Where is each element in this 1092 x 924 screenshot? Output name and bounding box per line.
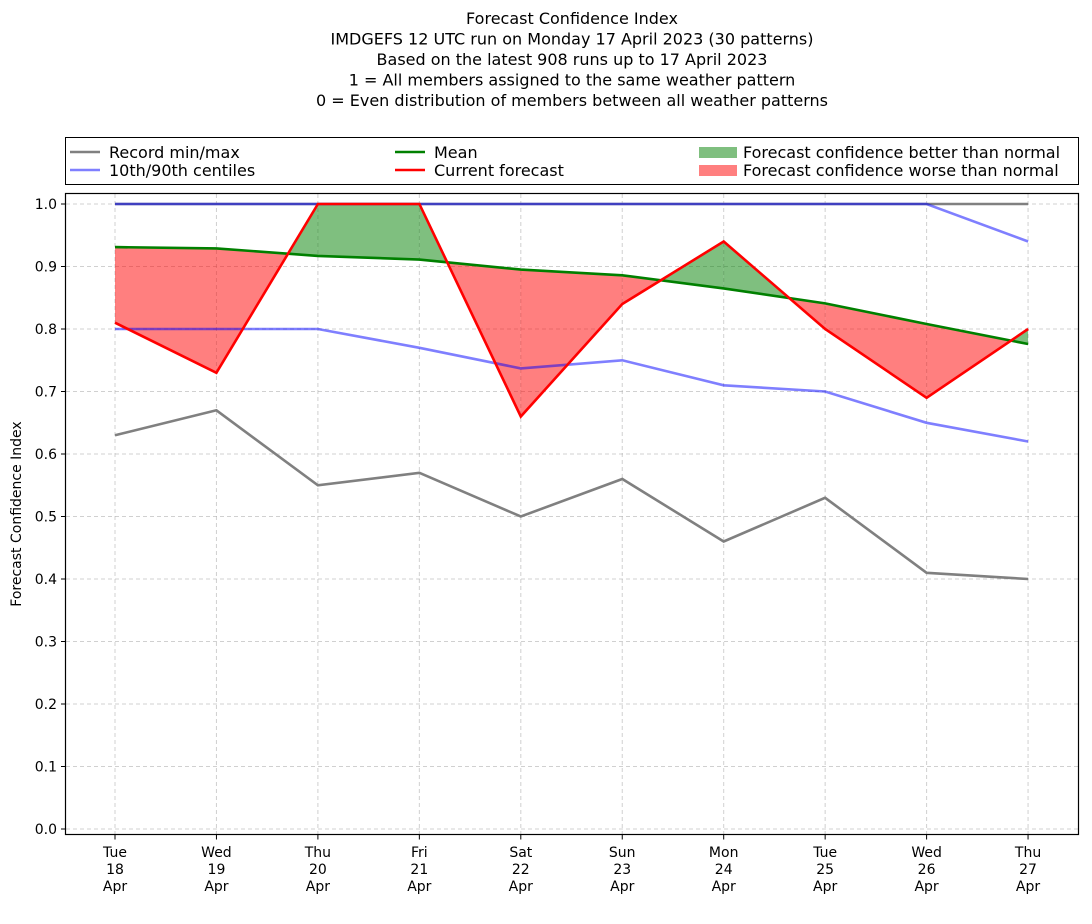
x-tick-label: 23	[613, 862, 631, 878]
fill-worse-than-normal	[115, 247, 217, 373]
x-tick-label: 19	[208, 862, 226, 878]
x-tick-label: Wed	[201, 845, 232, 861]
x-tick-label: Apr	[712, 879, 736, 895]
y-tick-label: 0.6	[35, 447, 57, 463]
x-tick-label: Apr	[509, 879, 533, 895]
x-tick-label: Apr	[204, 879, 228, 895]
x-tick-label: Apr	[407, 879, 431, 895]
x-tick-label: 21	[410, 862, 428, 878]
y-axis-label: Forecast Confidence Index	[9, 421, 25, 606]
x-tick-label: Thu	[304, 845, 331, 861]
x-tick-label: Sat	[509, 845, 532, 861]
y-tick-label: 0.5	[35, 510, 57, 526]
chart-title: Forecast Confidence Index IMDGEFS 12 UTC …	[316, 9, 828, 110]
y-tick-label: 1.0	[35, 197, 57, 213]
y-tick-label: 0.9	[35, 260, 57, 276]
legend-label: Current forecast	[434, 161, 564, 180]
x-tick-label: Wed	[911, 845, 942, 861]
y-tick-label: 0.7	[35, 385, 57, 401]
y-axis: 0.0 0.1 0.2 0.3 0.4 0.5 0.6 0.7 0.8 0.9 1.0	[35, 197, 66, 838]
legend-label: Mean	[434, 143, 478, 162]
x-tick-label: 24	[715, 862, 733, 878]
x-tick-label: 18	[106, 862, 124, 878]
x-tick-label: Apr	[914, 879, 938, 895]
legend-label: Forecast confidence worse than normal	[743, 161, 1059, 180]
series-line-90th-centile	[115, 202, 1029, 243]
x-tick-label: Tue	[812, 845, 837, 861]
x-tick-label: Thu	[1014, 845, 1041, 861]
legend-label: Record min/max	[109, 143, 240, 162]
fill-worse-than-normal	[825, 303, 927, 398]
plot-frame	[64, 192, 1080, 836]
x-tick-label: 27	[1019, 862, 1037, 878]
title-line: Forecast Confidence Index	[466, 9, 678, 28]
x-tick-label: 22	[512, 862, 530, 878]
series-line-record-min	[114, 408, 1029, 581]
legend-label: Forecast confidence better than normal	[743, 143, 1060, 162]
legend-box	[65, 137, 1079, 185]
legend-label: 10th/90th centiles	[109, 161, 255, 180]
legend-swatch-patch	[699, 147, 737, 158]
x-tick-label: 20	[309, 862, 327, 878]
x-tick-label: Apr	[813, 879, 837, 895]
legend-swatch-patch	[699, 165, 737, 176]
x-tick-label: 26	[918, 862, 936, 878]
x-tick-label: Apr	[610, 879, 634, 895]
title-line: Based on the latest 908 runs up to 17 Ap…	[377, 50, 768, 69]
series-line-10th-centile	[115, 327, 1029, 443]
y-tick-label: 0.4	[35, 572, 57, 588]
x-tick-label: Apr	[1016, 879, 1040, 895]
y-tick-label: 0.2	[35, 697, 57, 713]
y-tick-label: 0.3	[35, 635, 57, 651]
series-line-mean	[114, 245, 1029, 346]
x-tick-label: Apr	[306, 879, 330, 895]
x-tick-label: Mon	[709, 845, 739, 861]
y-tick-label: 0.1	[35, 760, 57, 776]
series-line-current-forecast	[114, 202, 1029, 419]
series-lines	[114, 202, 1029, 581]
fill-better-than-normal	[660, 241, 724, 289]
y-tick-label: 0.8	[35, 322, 57, 338]
title-line: IMDGEFS 12 UTC run on Monday 17 April 20…	[331, 30, 814, 49]
title-line: 0 = Even distribution of members between…	[316, 91, 828, 110]
x-tick-label: Fri	[411, 845, 428, 861]
x-tick-label: Apr	[103, 879, 127, 895]
fill-better-than-normal	[317, 204, 420, 260]
x-axis: Tue18AprWed19AprThu20AprFri21AprSat22Apr…	[102, 835, 1041, 895]
x-tick-label: 25	[816, 862, 834, 878]
y-tick-label: 0.0	[35, 822, 57, 838]
fill-worse-than-normal	[520, 269, 623, 417]
fill-worse-than-normal	[926, 324, 1011, 398]
x-tick-label: Tue	[102, 845, 127, 861]
title-line: 1 = All members assigned to the same wea…	[349, 71, 796, 90]
confidence-fills	[115, 204, 1029, 417]
x-tick-label: Sun	[609, 845, 636, 861]
